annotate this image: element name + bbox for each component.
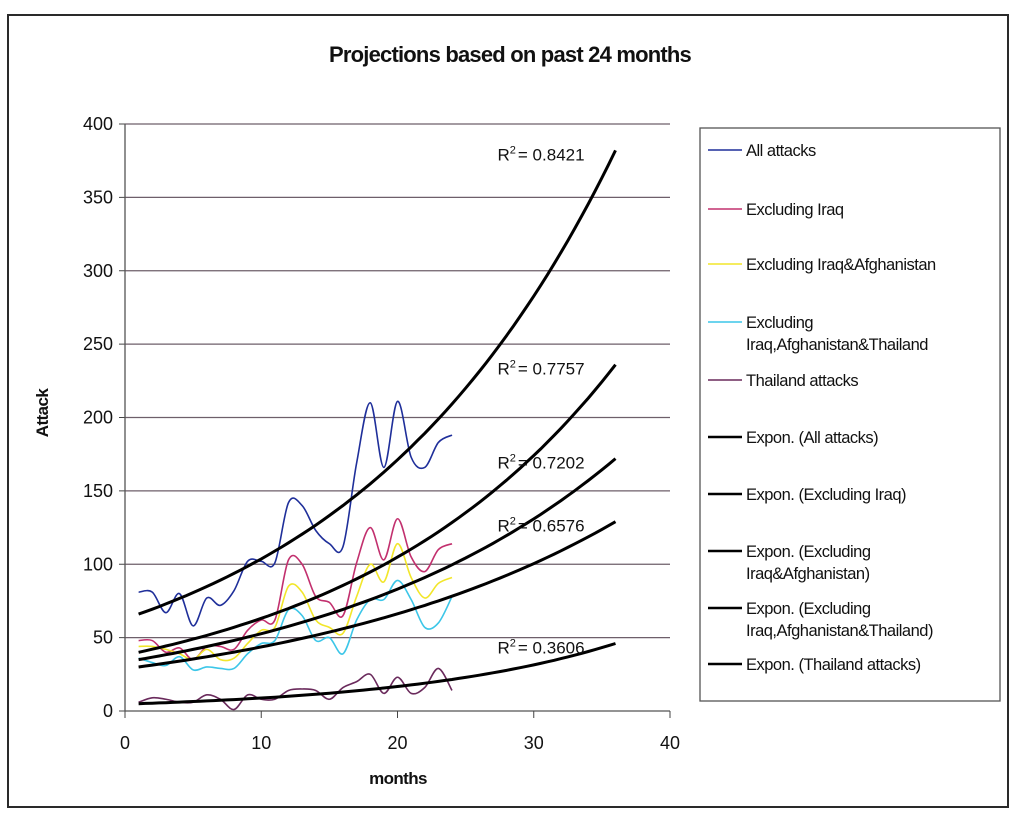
r-squared-labels: R2 = 0.8421 R2 = 0.7757 R2 = 0.7202 R2 = 0.6576…: [498, 144, 585, 657]
r-squared-label-1: R2 = 0.7757: [498, 359, 585, 379]
legend-label-7: Expon. (Excluding: [746, 543, 871, 561]
r-squared-label-2: R2 = 0.7202: [498, 453, 585, 473]
legend-label-5: Expon. (All attacks): [746, 429, 878, 447]
series-line-4: [138, 667, 453, 711]
legend-label-8: Expon. (Excluding: [746, 600, 871, 618]
x-tick-label: 40: [660, 733, 680, 753]
trendlines: [138, 149, 617, 706]
trendline-4: [138, 642, 616, 706]
legend-label-7: Iraq&Afghanistan): [746, 565, 870, 583]
x-axis-label: months: [369, 769, 427, 788]
r-squared-label-3: R2 = 0.6576: [498, 516, 585, 536]
legend-label-6: Expon. (Excluding Iraq): [746, 486, 906, 504]
legend-label-2: Excluding Iraq&Afghanistan: [746, 256, 936, 274]
trendline-1: [138, 363, 617, 654]
y-axis-label: Attack: [33, 388, 52, 438]
y-tick-label: 150: [83, 481, 113, 501]
x-tick-label: 10: [251, 733, 271, 753]
y-tick-label: 250: [83, 334, 113, 354]
legend-label-1: Excluding Iraq: [746, 201, 844, 219]
y-tick-label: 300: [83, 261, 113, 281]
x-tick-label: 30: [524, 733, 544, 753]
r-squared-label-4: R2 = 0.3606: [498, 637, 585, 657]
y-tick-label: 400: [83, 114, 113, 134]
axes: [124, 124, 671, 718]
y-tick-label: 0: [103, 701, 113, 721]
legend-label-4: Thailand attacks: [746, 372, 858, 390]
legend: All attacks Excluding Iraq Excluding Iraq&…: [708, 142, 937, 674]
legend-label-8: Iraq,Afghanistan&Thailand): [746, 622, 933, 640]
x-tick-labels: 0 10 20 30 40: [120, 733, 680, 753]
trendline-3: [138, 520, 617, 669]
data-series: [138, 400, 453, 711]
r-squared-label-0: R2 = 0.8421: [498, 144, 585, 164]
legend-label-0: All attacks: [746, 142, 816, 160]
series-line-2: [138, 542, 453, 662]
x-tick-label: 20: [387, 733, 407, 753]
trendline-2: [138, 457, 617, 662]
y-tick-label: 50: [93, 628, 113, 648]
legend-box: [699, 127, 1001, 702]
x-tick-label: 0: [120, 733, 130, 753]
legend-label-3: Excluding: [746, 314, 813, 332]
y-tick-label: 350: [83, 187, 113, 207]
gridlines: [119, 123, 670, 712]
series-line-3: [138, 579, 453, 672]
y-tick-label: 100: [83, 554, 113, 574]
trendline-0: [138, 149, 617, 616]
series-line-0: [138, 400, 453, 627]
legend-label-3: Iraq,Afghanistan&Thailand: [746, 336, 928, 354]
y-tick-labels: 0 50 100 150 200 250 300 350 400: [83, 114, 113, 721]
chart-title: Projections based on past 24 months: [329, 42, 692, 67]
y-tick-label: 200: [83, 408, 113, 428]
legend-label-9: Expon. (Thailand attacks): [746, 656, 921, 674]
